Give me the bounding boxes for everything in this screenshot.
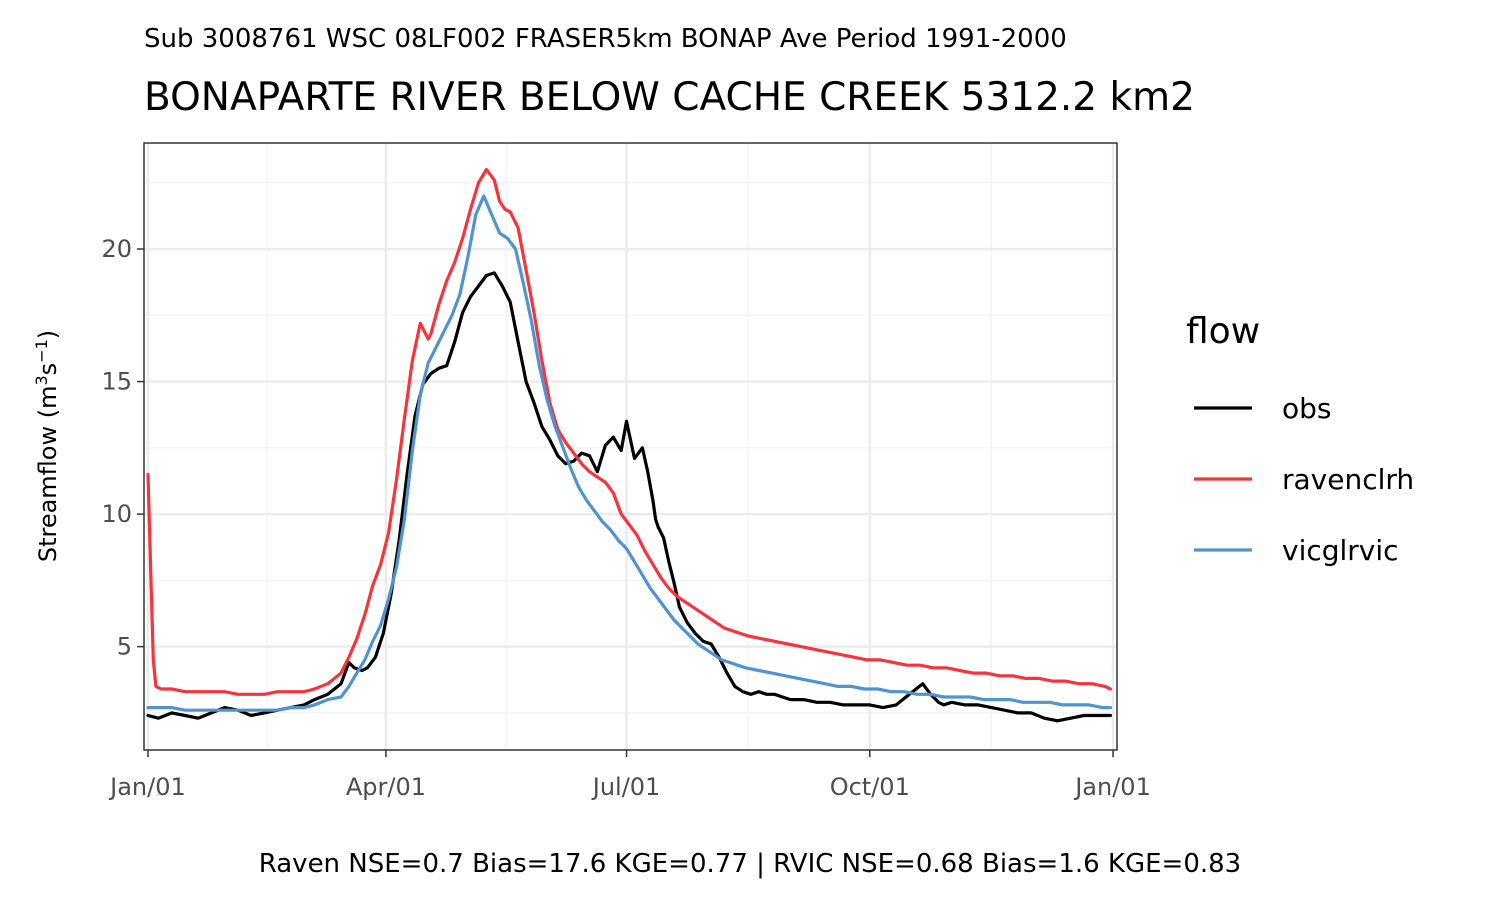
- x-tick-label: Apr/01: [346, 773, 426, 801]
- legend-label-obs: obs: [1282, 392, 1332, 425]
- plot-border: [143, 142, 1118, 751]
- series-line-vicglrvic: [146, 194, 1113, 712]
- legend-title: flow: [1186, 311, 1260, 352]
- x-tick-label: Jul/01: [591, 773, 661, 801]
- x-axis: Jan/01 Apr/01 Jul/01 Oct/01 Jan/01: [108, 750, 1151, 801]
- y-tick-label: 10: [101, 500, 132, 528]
- y-axis-title: Streamflow (m3s−1): [32, 330, 63, 562]
- legend: flow obs ravenclrh vicglrvic: [1186, 311, 1414, 567]
- chart-subtitle: Sub 3008761 WSC 08LF002 FRASER5km BONAP …: [144, 24, 1067, 54]
- x-tick-label: Jan/01: [108, 773, 186, 801]
- x-tick-label: Jan/01: [1073, 773, 1151, 801]
- x-tick-label: Oct/01: [830, 773, 910, 801]
- legend-label-vicglrvic: vicglrvic: [1282, 534, 1399, 567]
- chart-caption: Raven NSE=0.7 Bias=17.6 KGE=0.77 | RVIC …: [259, 849, 1241, 879]
- y-axis: 5 10 15 20: [101, 235, 144, 661]
- y-tick-label: 15: [101, 368, 132, 396]
- series-line-ravenclrh: [146, 167, 1113, 696]
- chart-title: BONAPARTE RIVER BELOW CACHE CREEK 5312.2…: [144, 75, 1195, 120]
- legend-label-ravenclrh: ravenclrh: [1282, 463, 1414, 496]
- y-tick-label: 5: [117, 633, 132, 661]
- y-tick-label: 20: [101, 235, 132, 263]
- grid-major: [144, 143, 1117, 750]
- grid-minor: [144, 143, 1117, 750]
- series-lines: [146, 167, 1113, 723]
